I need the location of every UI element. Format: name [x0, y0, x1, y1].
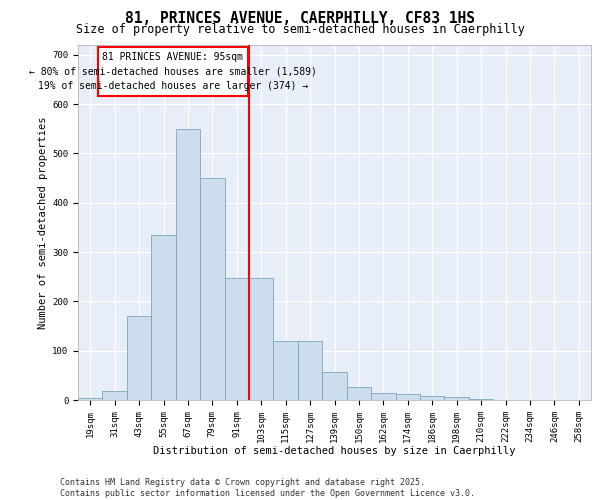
FancyBboxPatch shape: [98, 48, 248, 96]
Bar: [298, 341, 322, 400]
Bar: [395, 394, 420, 400]
Bar: [469, 399, 493, 400]
Bar: [420, 396, 445, 400]
X-axis label: Distribution of semi-detached houses by size in Caerphilly: Distribution of semi-detached houses by …: [153, 446, 516, 456]
Text: 81, PRINCES AVENUE, CAERPHILLY, CF83 1HS: 81, PRINCES AVENUE, CAERPHILLY, CF83 1HS: [125, 11, 475, 26]
Bar: [371, 392, 395, 400]
Bar: [127, 316, 151, 400]
Bar: [347, 386, 371, 400]
Bar: [176, 129, 200, 400]
Bar: [249, 278, 274, 400]
Bar: [200, 178, 224, 400]
Bar: [78, 398, 103, 400]
Text: 81 PRINCES AVENUE: 95sqm
← 80% of semi-detached houses are smaller (1,589)
19% o: 81 PRINCES AVENUE: 95sqm ← 80% of semi-d…: [29, 52, 317, 92]
Text: Contains HM Land Registry data © Crown copyright and database right 2025.
Contai: Contains HM Land Registry data © Crown c…: [60, 478, 475, 498]
Bar: [224, 278, 249, 400]
Y-axis label: Number of semi-detached properties: Number of semi-detached properties: [38, 116, 48, 329]
Bar: [274, 341, 298, 400]
Bar: [322, 372, 347, 400]
Bar: [103, 391, 127, 400]
Bar: [445, 396, 469, 400]
Bar: [151, 235, 176, 400]
Text: Size of property relative to semi-detached houses in Caerphilly: Size of property relative to semi-detach…: [76, 22, 524, 36]
